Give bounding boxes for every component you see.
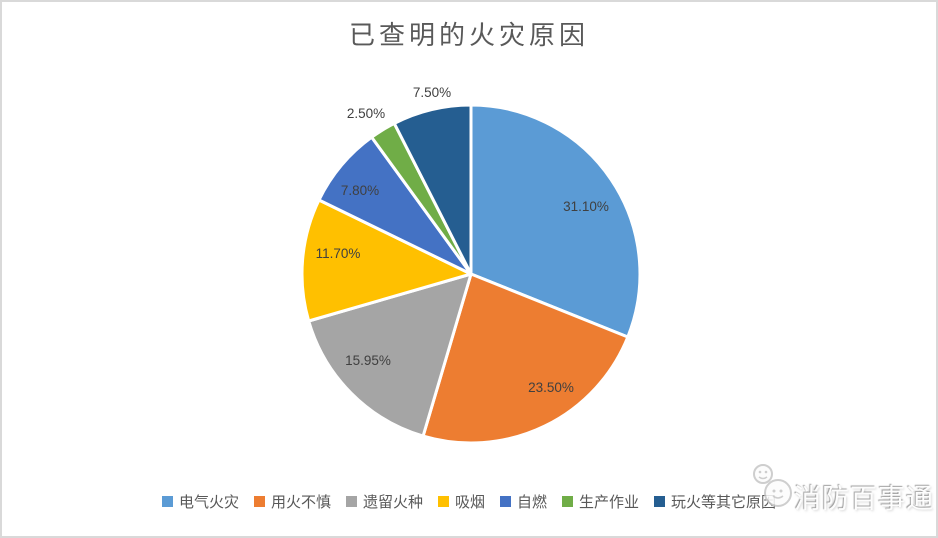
legend-item-1: 用火不慎 <box>253 491 331 512</box>
chart-title: 已查明的火灾原因 <box>348 20 589 50</box>
legend-item-6: 玩火等其它原因 <box>654 491 776 512</box>
legend-label: 用火不慎 <box>270 494 331 511</box>
pie-slice-6 <box>392 103 473 276</box>
pie-slice-1 <box>421 272 630 445</box>
legend-label: 吸烟 <box>454 494 485 511</box>
slice-data-label-4: 7.80% <box>341 183 379 198</box>
legend-label: 自燃 <box>517 494 548 511</box>
slice-data-label-3: 11.70% <box>316 246 361 261</box>
slice-data-label-6: 7.50% <box>413 85 451 100</box>
legend-label: 生产作业 <box>579 494 640 511</box>
legend-label: 遗留火种 <box>362 494 423 511</box>
slice-data-label-5: 2.50% <box>347 106 385 121</box>
slice-data-label-1: 23.50% <box>528 380 574 395</box>
legend-swatch-icon <box>500 496 511 507</box>
pie-slice-2 <box>307 272 473 438</box>
legend-swatch-icon <box>345 496 357 507</box>
slice-data-label-0: 31.10% <box>563 199 609 214</box>
legend-item-2: 遗留火种 <box>345 491 423 512</box>
slice-data-label-2: 15.95% <box>345 353 391 368</box>
legend-swatch-icon <box>437 496 449 507</box>
legend-swatch-icon <box>161 496 173 507</box>
legend-item-5: 生产作业 <box>562 491 639 512</box>
legend-label: 玩火等其它原因 <box>671 494 777 511</box>
legend-swatch-icon <box>253 496 265 507</box>
pie-slice-3 <box>300 198 473 323</box>
legend-swatch-icon <box>654 496 666 507</box>
legend-label: 电气火灾 <box>178 494 239 511</box>
pie-slice-0 <box>469 103 642 339</box>
legend-item-3: 吸烟 <box>437 491 485 512</box>
legend-item-0: 电气火灾 <box>161 491 239 512</box>
legend-swatch-icon <box>562 496 574 507</box>
legend: 电气火灾 用火不慎 遗留火种 吸烟 自燃 生产作业 玩火等其它原因 <box>2 491 936 512</box>
legend-item-4: 自燃 <box>500 491 547 512</box>
